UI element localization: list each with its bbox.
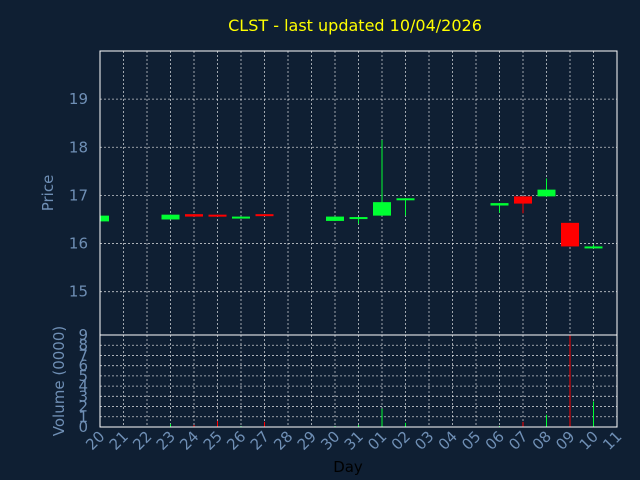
- candle-body: [255, 214, 274, 217]
- candle-body: [537, 189, 556, 197]
- volume-tick-label: 8: [78, 336, 88, 354]
- candle-body: [396, 198, 415, 201]
- x-tick-label: 30: [317, 427, 343, 453]
- price-candles: [99, 140, 603, 249]
- volume-frame: [99, 334, 618, 428]
- volume-tick-label: 9: [78, 326, 88, 344]
- volume-tick-label: 1: [78, 408, 88, 426]
- candle-body: [208, 214, 227, 217]
- x-tick-label: 21: [106, 427, 132, 453]
- volume-tick-label: 7: [78, 346, 88, 364]
- candle-body: [185, 214, 203, 217]
- candle-body: [161, 214, 180, 220]
- x-tick-label: 27: [247, 427, 273, 453]
- price-tick-label: 19: [69, 90, 88, 108]
- candle-body: [584, 246, 603, 249]
- x-tick-label: 03: [411, 427, 437, 453]
- volume-tick-label: 2: [78, 398, 88, 416]
- price-panel: 15 16 17 18 19 Price: [39, 50, 618, 336]
- price-axis-label: Price: [39, 175, 57, 212]
- x-tick-label: 04: [435, 427, 461, 453]
- candle-body: [349, 217, 368, 220]
- candle-body: [100, 215, 109, 222]
- candle-body: [373, 202, 391, 216]
- volume-tick-label: 0: [78, 418, 88, 436]
- x-tick-label: 28: [270, 427, 296, 453]
- candle-body: [490, 203, 509, 206]
- volume-grid: [99, 334, 618, 428]
- x-tick-label: 02: [388, 427, 414, 453]
- x-tick-label: 06: [482, 427, 508, 453]
- volume-axis-label: Volume (0000): [50, 326, 68, 436]
- x-tick-label: 10: [576, 427, 602, 453]
- x-tick-label: 11: [599, 427, 625, 453]
- x-tick-label: 29: [294, 427, 320, 453]
- x-axis-label: Day: [333, 458, 363, 476]
- x-tick-label: 01: [364, 427, 390, 453]
- x-tick-label: 09: [552, 427, 578, 453]
- x-axis-ticks: 2021222324252627282930310102030405060708…: [82, 427, 625, 453]
- price-tick-label: 15: [69, 283, 88, 301]
- x-tick-label: 08: [529, 427, 555, 453]
- volume-tick-label: 4: [78, 377, 88, 395]
- price-tick-label: 17: [69, 186, 88, 204]
- x-tick-label: 23: [153, 427, 179, 453]
- candle-body: [561, 222, 579, 247]
- x-tick-label: 07: [505, 427, 531, 453]
- x-tick-label: 05: [458, 427, 484, 453]
- x-tick-label: 25: [200, 427, 226, 453]
- volume-bars: [99, 335, 594, 427]
- x-tick-label: 31: [341, 427, 367, 453]
- volume-tick-label: 3: [78, 387, 88, 405]
- x-tick-label: 26: [223, 427, 249, 453]
- candle-body: [232, 216, 250, 219]
- price-tick-label: 18: [69, 138, 88, 156]
- x-tick-label: 22: [129, 427, 155, 453]
- volume-tick-label: 6: [78, 357, 88, 375]
- price-y-ticks: 15 16 17 18 19: [69, 90, 88, 301]
- candle-body: [514, 196, 532, 204]
- volume-tick-label: 5: [78, 367, 88, 385]
- chart-title: CLST - last updated 10/04/2026: [228, 16, 482, 35]
- price-tick-label: 16: [69, 235, 88, 253]
- x-tick-label: 24: [176, 427, 202, 453]
- candle-body: [326, 216, 344, 221]
